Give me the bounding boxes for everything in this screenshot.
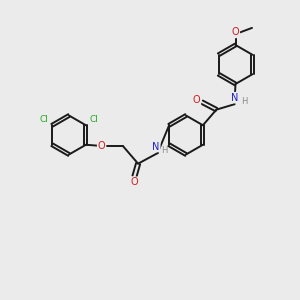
Text: H: H [161, 146, 167, 155]
Text: O: O [232, 27, 239, 38]
Text: O: O [98, 141, 105, 151]
Text: N: N [152, 142, 160, 152]
Text: H: H [241, 97, 247, 106]
Text: N: N [231, 93, 238, 103]
Text: Cl: Cl [90, 115, 99, 124]
Text: O: O [193, 95, 200, 105]
Text: O: O [131, 177, 138, 187]
Text: Cl: Cl [39, 115, 48, 124]
